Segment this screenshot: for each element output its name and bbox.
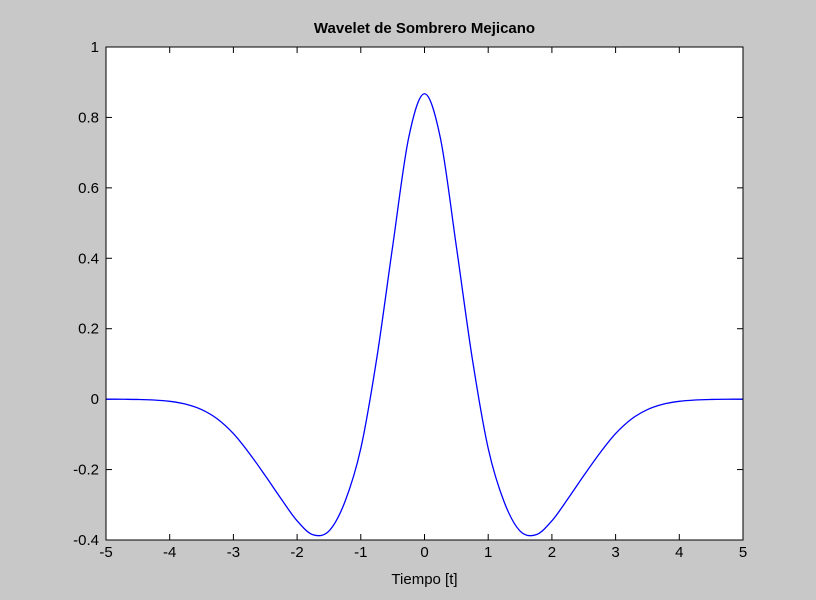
x-tick-label: 4 <box>675 544 683 561</box>
y-tick-label: 0.2 <box>78 321 99 338</box>
x-tick-label: 5 <box>739 544 747 561</box>
y-tick-label: -0.4 <box>73 532 99 549</box>
axes-frame <box>105 46 744 541</box>
chart-title: Wavelet de Sombrero Mejicano <box>314 20 535 37</box>
axis-ticks: -5 -4 -3 -2 -1 0 1 2 3 4 5 -0.4 -0.2 0 0.2 0.4 0.6 0.8 1 <box>73 39 747 561</box>
x-tick-label: -1 <box>354 544 367 561</box>
x-tick-label: -3 <box>227 544 240 561</box>
y-tick-label: 0.8 <box>78 109 99 126</box>
x-tick-label: -2 <box>290 544 303 561</box>
x-tick-label: 1 <box>484 544 492 561</box>
x-tick-label: -5 <box>99 544 112 561</box>
x-tick-label: 3 <box>611 544 619 561</box>
y-tick-label: 0.4 <box>78 250 99 267</box>
plot-area <box>106 47 743 540</box>
y-tick-label: 0 <box>91 391 99 408</box>
x-tick-label: 0 <box>420 544 428 561</box>
y-tick-label: 0.6 <box>78 180 99 197</box>
x-tick-label: -4 <box>163 544 176 561</box>
series-lines <box>105 93 744 537</box>
x-tick-label: 2 <box>548 544 556 561</box>
y-tick-label: 1 <box>91 39 99 56</box>
x-axis-label: Tiempo [t] <box>391 571 457 588</box>
series-line <box>105 93 744 537</box>
y-tick-label: -0.2 <box>73 462 99 479</box>
